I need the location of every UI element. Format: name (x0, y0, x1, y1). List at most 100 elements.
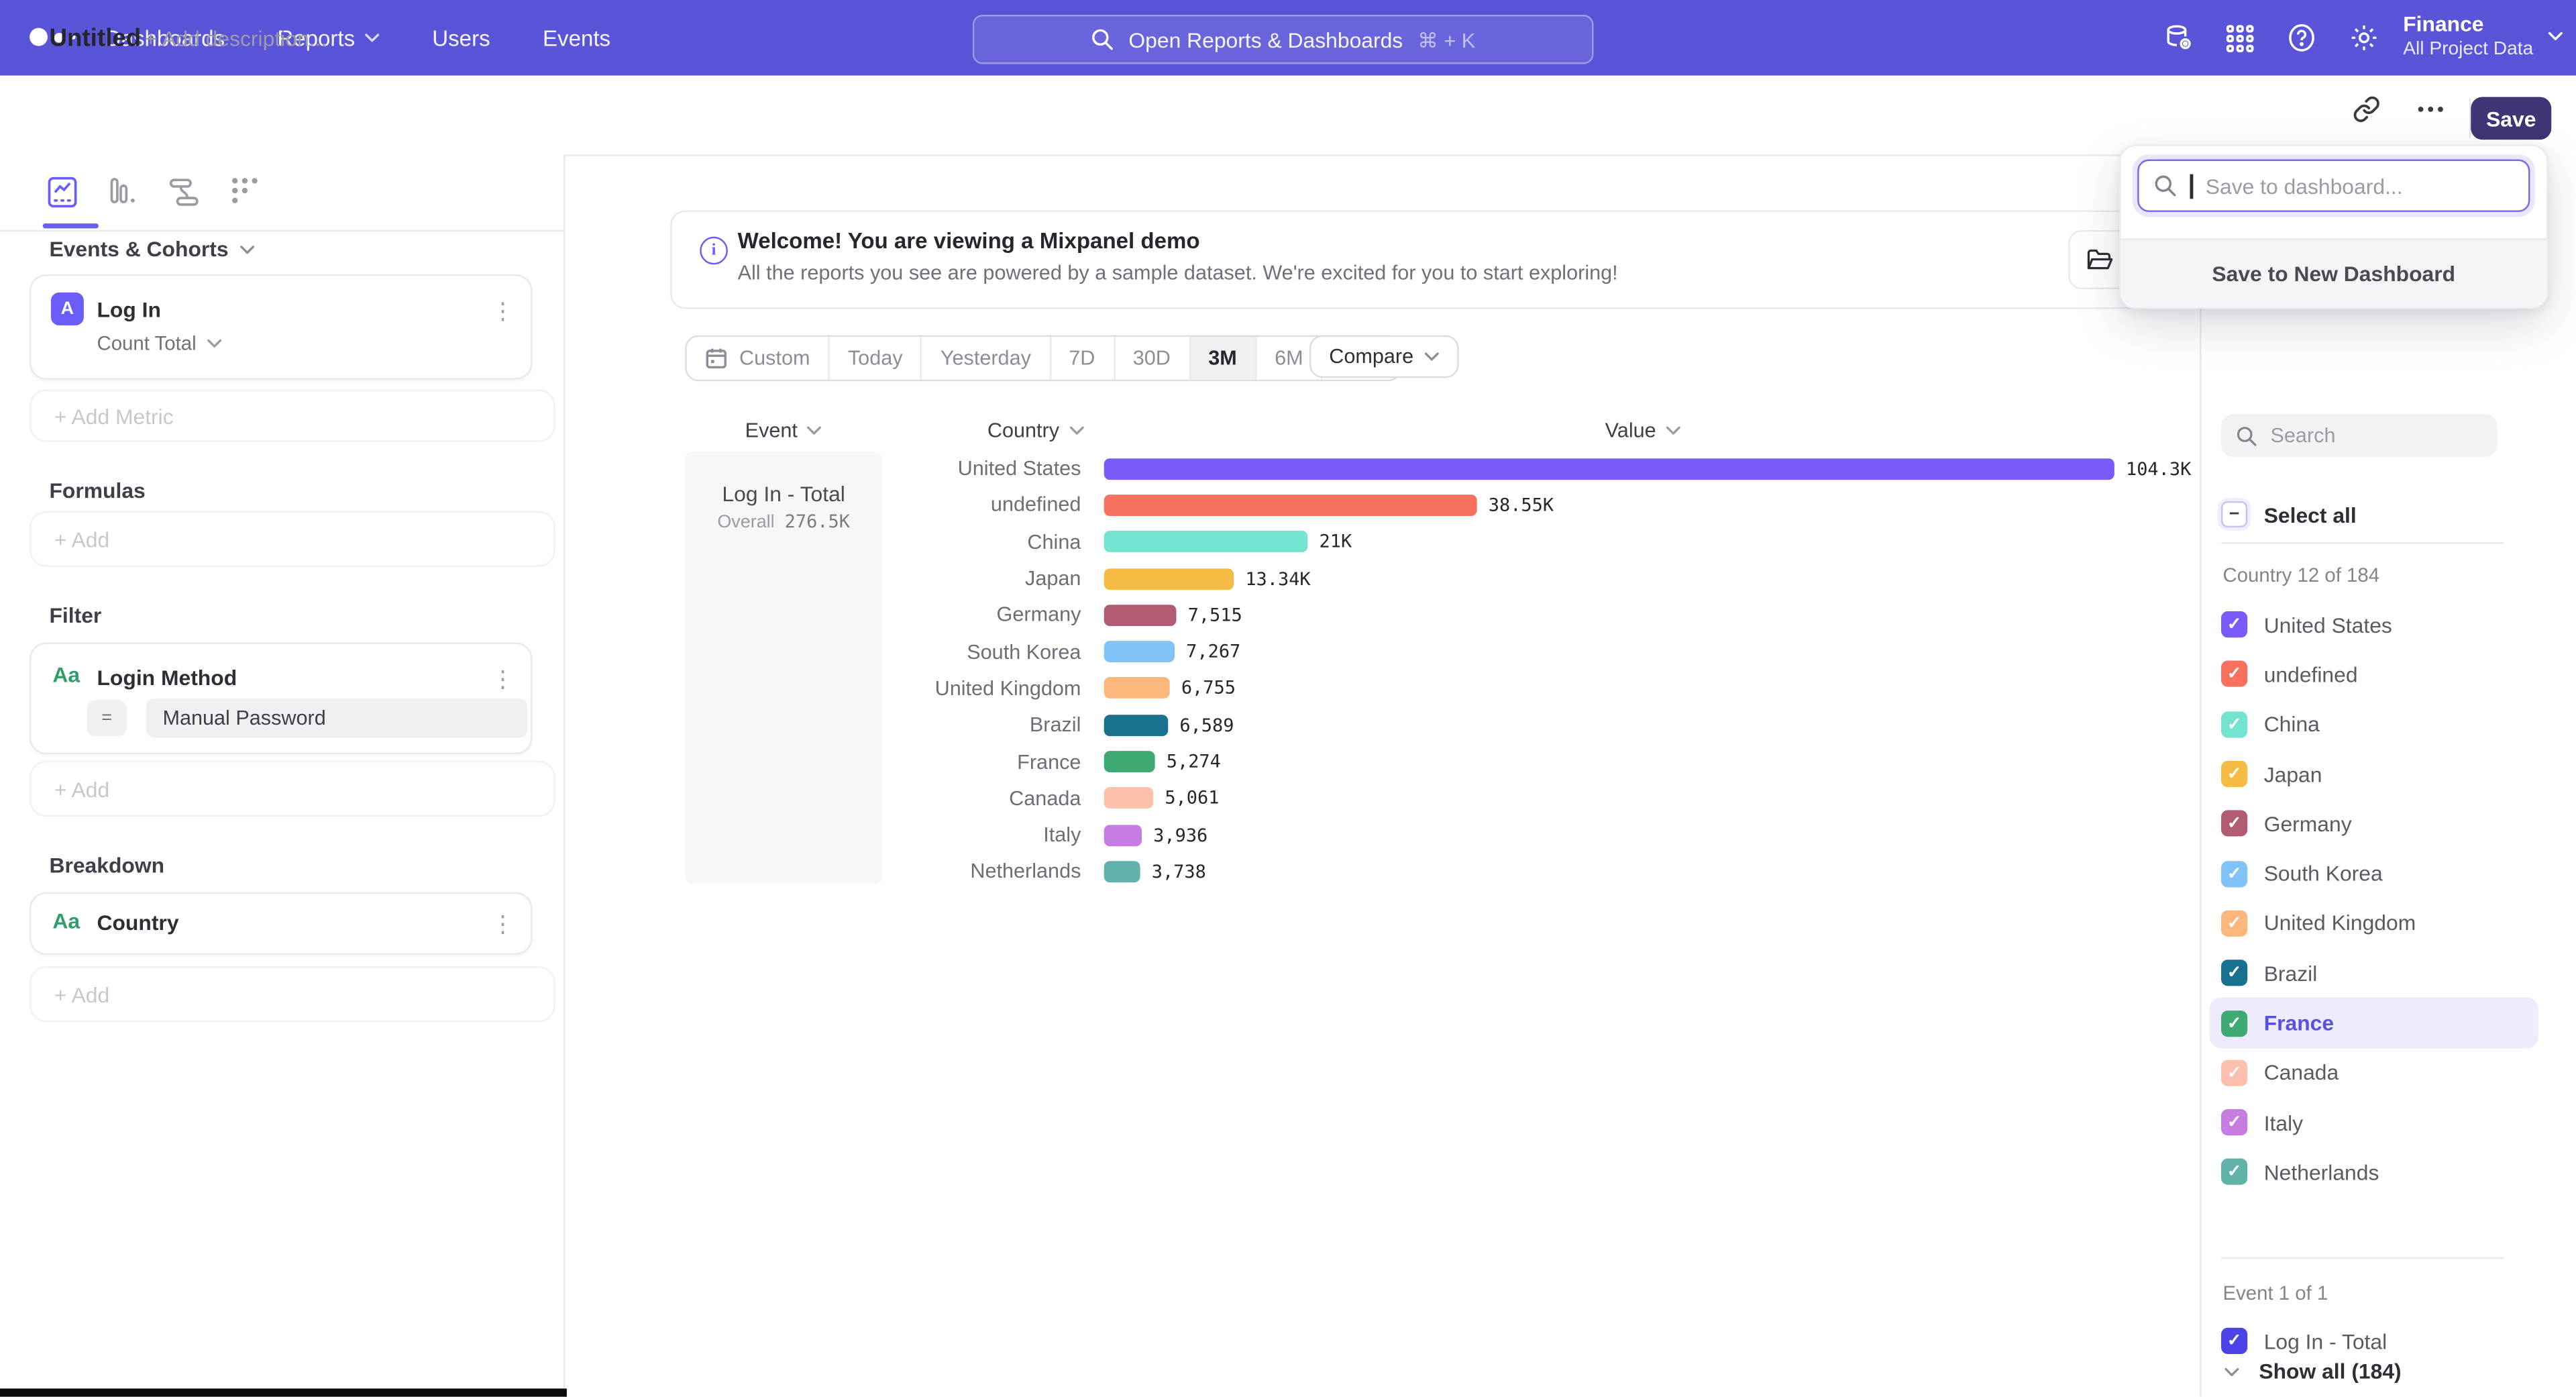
bar-segment[interactable] (1104, 751, 1155, 773)
country-checkbox[interactable] (2221, 1009, 2248, 1037)
filter-menu-icon[interactable] (491, 667, 514, 690)
filter-property-name[interactable]: Login Method (97, 665, 237, 690)
country-filter-row[interactable]: United States (2210, 600, 2538, 650)
bar-segment[interactable] (1104, 494, 1477, 516)
value-column-header[interactable]: Value (1605, 419, 1681, 442)
bar-category-label: Germany (996, 603, 1081, 627)
more-options-icon[interactable] (2416, 95, 2445, 123)
bar-segment[interactable] (1104, 714, 1169, 736)
event-checkbox[interactable] (2221, 1327, 2248, 1354)
filter-card[interactable]: Aa Login Method = Manual Password (30, 642, 533, 755)
add-breakdown-button[interactable]: + Add (30, 966, 555, 1023)
tab-flows[interactable] (166, 174, 202, 211)
country-checkbox[interactable] (2221, 860, 2248, 887)
bar-segment[interactable] (1104, 787, 1154, 809)
event-column-header[interactable]: Event (685, 419, 882, 442)
bar-segment[interactable] (1104, 604, 1177, 626)
segment-search-input[interactable]: Search (2221, 414, 2498, 457)
copy-link-icon[interactable] (2353, 95, 2381, 123)
event-filter-row[interactable]: Log In - Total (2221, 1318, 2387, 1364)
breakdown-card[interactable]: Aa Country (30, 892, 533, 955)
country-filter-row[interactable]: Germany (2210, 799, 2538, 849)
breakdown-menu-icon[interactable] (491, 912, 514, 935)
country-filter-row[interactable]: Brazil (2210, 948, 2538, 998)
save-dashboard-search-input[interactable]: Save to dashboard... (2137, 159, 2530, 212)
country-checkbox[interactable] (2221, 711, 2248, 737)
project-switcher[interactable]: Finance All Project Data (2403, 11, 2533, 59)
settings-gear-icon[interactable] (2349, 23, 2379, 52)
country-filter-row[interactable]: undefined (2210, 650, 2538, 699)
bar-segment[interactable] (1104, 824, 1142, 846)
filter-value[interactable]: Manual Password (146, 698, 528, 738)
bar-segment[interactable] (1104, 861, 1140, 882)
country-name: Germany (2263, 811, 2352, 837)
tab-insights[interactable] (44, 174, 80, 211)
nav-item-dashboards[interactable]: Dashboards (105, 25, 225, 50)
add-filter-button[interactable]: + Add (30, 760, 555, 817)
bar-category-label: Italy (1043, 823, 1081, 847)
event-series-cell[interactable]: Log In - Total Overall 276.5K (685, 452, 883, 884)
add-formula-button[interactable]: + Add (30, 511, 555, 567)
country-filter-row[interactable]: Japan (2210, 749, 2538, 798)
country-filter-row[interactable]: Italy (2210, 1098, 2538, 1147)
country-checkbox[interactable] (2221, 1159, 2248, 1186)
country-filter-row[interactable]: China (2210, 699, 2538, 749)
metric-menu-icon[interactable] (491, 299, 514, 322)
country-checkbox[interactable] (2221, 1109, 2248, 1136)
events-cohorts-label[interactable]: Events & Cohorts (49, 237, 255, 261)
country-checkbox[interactable] (2221, 811, 2248, 837)
tab-funnels[interactable] (105, 174, 142, 211)
global-search-bar[interactable]: Open Reports & Dashboards ⌘ + K (972, 15, 1594, 64)
nav-item-reports[interactable]: Reports (277, 25, 380, 50)
add-metric-button[interactable]: + Add Metric (30, 389, 555, 442)
add-description-placeholder[interactable]: + Add description... (144, 26, 327, 51)
nav-item-events[interactable]: Events (543, 25, 611, 50)
nav-item-users[interactable]: Users (432, 25, 490, 50)
country-checkbox[interactable] (2221, 760, 2248, 788)
country-filter-row[interactable]: France (2209, 998, 2538, 1048)
save-button[interactable]: Save (2471, 97, 2552, 140)
country-filter-row[interactable]: United Kingdom (2210, 898, 2538, 948)
bar-value-label: 21K (1319, 531, 1352, 553)
apps-grid-icon[interactable] (2226, 24, 2254, 52)
country-filter-row[interactable]: South Korea (2210, 849, 2538, 898)
range-today[interactable]: Today (828, 337, 920, 380)
country-column-header[interactable]: Country (987, 419, 1084, 442)
metric-aggregation[interactable]: Count Total (97, 332, 221, 355)
select-all-checkbox[interactable] (2221, 501, 2248, 528)
bar-segment[interactable] (1104, 641, 1175, 663)
compare-button[interactable]: Compare (1309, 335, 1460, 378)
country-checkbox[interactable] (2221, 611, 2248, 638)
tab-retention[interactable] (227, 174, 263, 211)
banner-title: Welcome! You are viewing a Mixpanel demo (737, 228, 1200, 254)
bar-segment[interactable] (1104, 458, 2114, 480)
metric-event-name[interactable]: Log In (97, 297, 162, 323)
country-filter-row[interactable]: Netherlands (2210, 1147, 2538, 1197)
filter-operator[interactable]: = (87, 700, 127, 737)
country-filter-row[interactable]: Canada (2210, 1048, 2538, 1098)
range-yesterday[interactable]: Yesterday (920, 337, 1049, 380)
select-all-row[interactable]: Select all (2221, 491, 2357, 537)
country-checkbox[interactable] (2221, 910, 2248, 937)
show-all-toggle[interactable]: Show all (184) (2224, 1359, 2402, 1384)
bar-segment[interactable] (1104, 678, 1170, 699)
range-3m[interactable]: 3M (1188, 337, 1255, 380)
country-checkbox[interactable] (2221, 960, 2248, 986)
country-checkbox[interactable] (2221, 1059, 2248, 1086)
range-custom[interactable]: Custom (687, 337, 828, 380)
project-chevron-icon[interactable] (2548, 32, 2563, 42)
bar-segment[interactable] (1104, 568, 1234, 590)
range-6m[interactable]: 6M (1254, 337, 1322, 380)
report-title[interactable]: Untitled (49, 24, 142, 53)
country-checkbox[interactable] (2221, 661, 2248, 688)
breakdown-property-name[interactable]: Country (97, 910, 179, 935)
range-7d[interactable]: 7D (1049, 337, 1113, 380)
metric-card[interactable]: A Log In Count Total (30, 274, 533, 380)
bar-category-label: United Kingdom (934, 676, 1081, 701)
range-30d[interactable]: 30D (1113, 337, 1189, 380)
save-to-new-dashboard-button[interactable]: Save to New Dashboard (2121, 238, 2546, 307)
mixpanel-logo-icon[interactable] (30, 28, 76, 46)
bar-segment[interactable] (1104, 531, 1308, 553)
data-management-icon[interactable] (2163, 23, 2193, 52)
help-icon[interactable] (2287, 23, 2316, 52)
